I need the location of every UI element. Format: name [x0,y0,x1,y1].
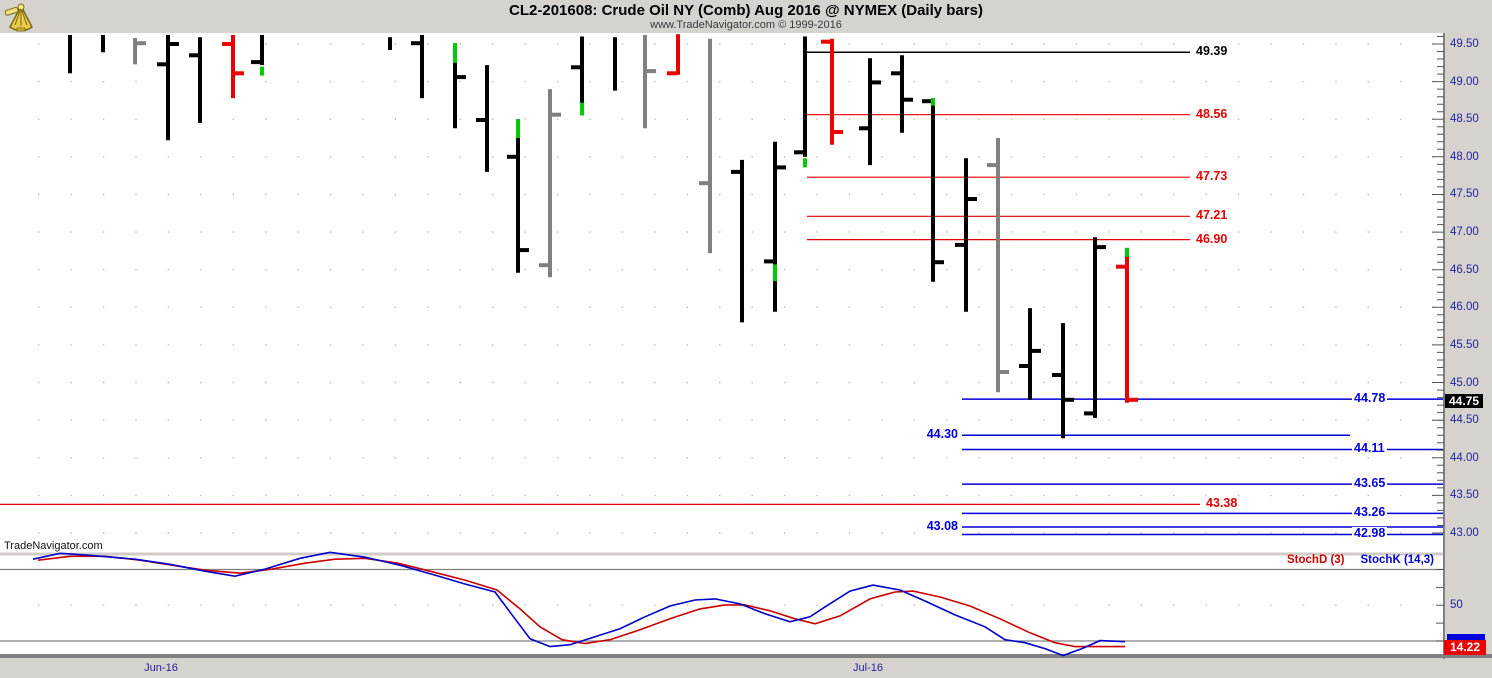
price-axis-label: 48.00 [1450,151,1479,163]
watermark: TradeNavigator.com [4,540,103,552]
stochk-legend-label[interactable]: StochK (14,3) [1360,554,1435,566]
price-level-label[interactable]: 46.90 [1194,232,1230,246]
price-level-label[interactable]: 47.73 [1194,169,1230,183]
chart-title: CL2-201608: Crude Oil NY (Comb) Aug 2016… [509,2,983,19]
price-axis-label: 46.50 [1450,264,1479,276]
price-axis-label: 43.50 [1450,489,1479,501]
price-axis-label: 43.00 [1450,527,1479,539]
price-axis-label: 49.50 [1450,38,1479,50]
price-level-label[interactable]: 43.65 [1352,476,1388,490]
stochd-legend-label[interactable]: StochD (3) [1287,554,1345,566]
stoch-axis-label-50: 50 [1450,599,1463,611]
price-axis-label: 47.50 [1450,188,1479,200]
stochk-line [32,551,1126,657]
price-level-label[interactable]: 44.11 [1352,441,1387,455]
price-level-label[interactable]: 44.30 [924,427,960,441]
time-axis[interactable] [0,658,1492,678]
price-axis-label: 44.00 [1450,452,1479,464]
main-chart-bottom-border [0,552,1444,556]
sextant-icon[interactable] [2,1,40,33]
price-axis-label: 45.00 [1450,377,1479,389]
month-label-jun: Jun-16 [144,662,178,674]
price-axis-label: 47.00 [1450,226,1479,238]
price-level-label[interactable]: 49.39 [1194,44,1230,58]
axis-tick-marks [1432,36,1444,642]
grid-dots [38,43,1434,606]
current-price-badge: 44.75 [1445,394,1483,408]
month-label-jul: Jul-16 [853,662,883,674]
price-level-label[interactable]: 44.78 [1352,391,1388,405]
price-axis-label: 45.50 [1450,339,1479,351]
price-level-label[interactable]: 48.56 [1194,107,1230,121]
price-axis-label: 49.00 [1450,76,1479,88]
chart-subtitle: www.TradeNavigator.com © 1999-2016 [650,19,842,31]
price-axis-label: 48.50 [1450,113,1479,125]
price-axis-label: 46.00 [1450,301,1479,313]
stoch-panel-legend: StochD (3) StochK (14,3) [1287,554,1434,566]
time-axis-separator [0,654,1492,659]
stochd-value-badge: 14.22 [1444,640,1486,655]
title-bar: CL2-201608: Crude Oil NY (Comb) Aug 2016… [0,0,1492,33]
price-level-label[interactable]: 43.08 [924,519,960,533]
price-level-label[interactable]: 47.21 [1194,208,1230,222]
price-level-label[interactable]: 42.98 [1352,526,1388,540]
price-axis [1445,33,1492,678]
price-level-label[interactable]: 43.38 [1204,496,1240,510]
price-axis-label: 44.50 [1450,414,1479,426]
price-level-label[interactable]: 43.26 [1352,505,1388,519]
